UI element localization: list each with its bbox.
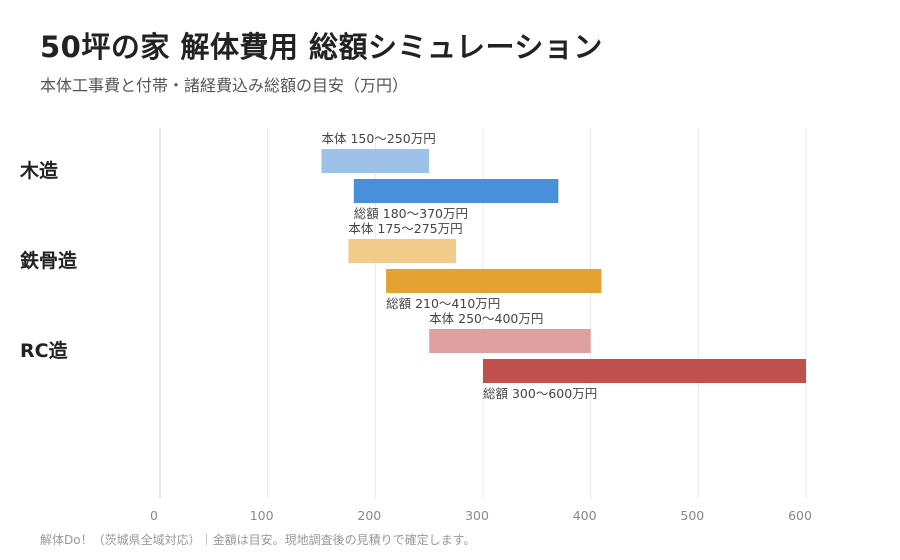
bar-total bbox=[386, 269, 602, 293]
x-tick-label: 300 bbox=[465, 508, 489, 523]
x-tick-label: 500 bbox=[680, 508, 704, 523]
category-label: 木造 bbox=[19, 159, 59, 182]
category-label: 鉄骨造 bbox=[20, 249, 78, 272]
bar-total bbox=[483, 359, 806, 383]
bar-main bbox=[321, 149, 430, 173]
x-tick-label: 100 bbox=[250, 508, 274, 523]
grid-lines bbox=[159, 128, 807, 498]
footer-note: 解体Do！（茨城県全域対応）｜金額は目安。現地調査後の見積りで確定します。 bbox=[40, 533, 476, 547]
bar-total-label: 総額 300〜600万円 bbox=[483, 386, 597, 401]
x-tick-label: 200 bbox=[357, 508, 381, 523]
bar-main-label: 本体 150〜250万円 bbox=[322, 131, 436, 146]
x-tick-label: 400 bbox=[573, 508, 597, 523]
x-tick-label: 600 bbox=[788, 508, 812, 523]
bar-total bbox=[353, 179, 559, 203]
bar-main-label: 本体 175〜275万円 bbox=[348, 221, 462, 236]
bar-main-label: 本体 250〜400万円 bbox=[429, 311, 543, 326]
chart-subtitle: 本体工事費と付帯・諸経費込み総額の目安（万円） bbox=[40, 76, 409, 95]
bar-main bbox=[429, 329, 591, 353]
chart-title: 50坪の家 解体費用 総額シミュレーション bbox=[40, 30, 603, 64]
category-label: RC造 bbox=[20, 339, 69, 362]
bar-main bbox=[348, 239, 457, 263]
bars bbox=[321, 149, 806, 383]
bar-total-label: 総額 210〜410万円 bbox=[386, 296, 500, 311]
bar-total-label: 総額 180〜370万円 bbox=[354, 206, 468, 221]
x-tick-label: 0 bbox=[150, 508, 158, 523]
